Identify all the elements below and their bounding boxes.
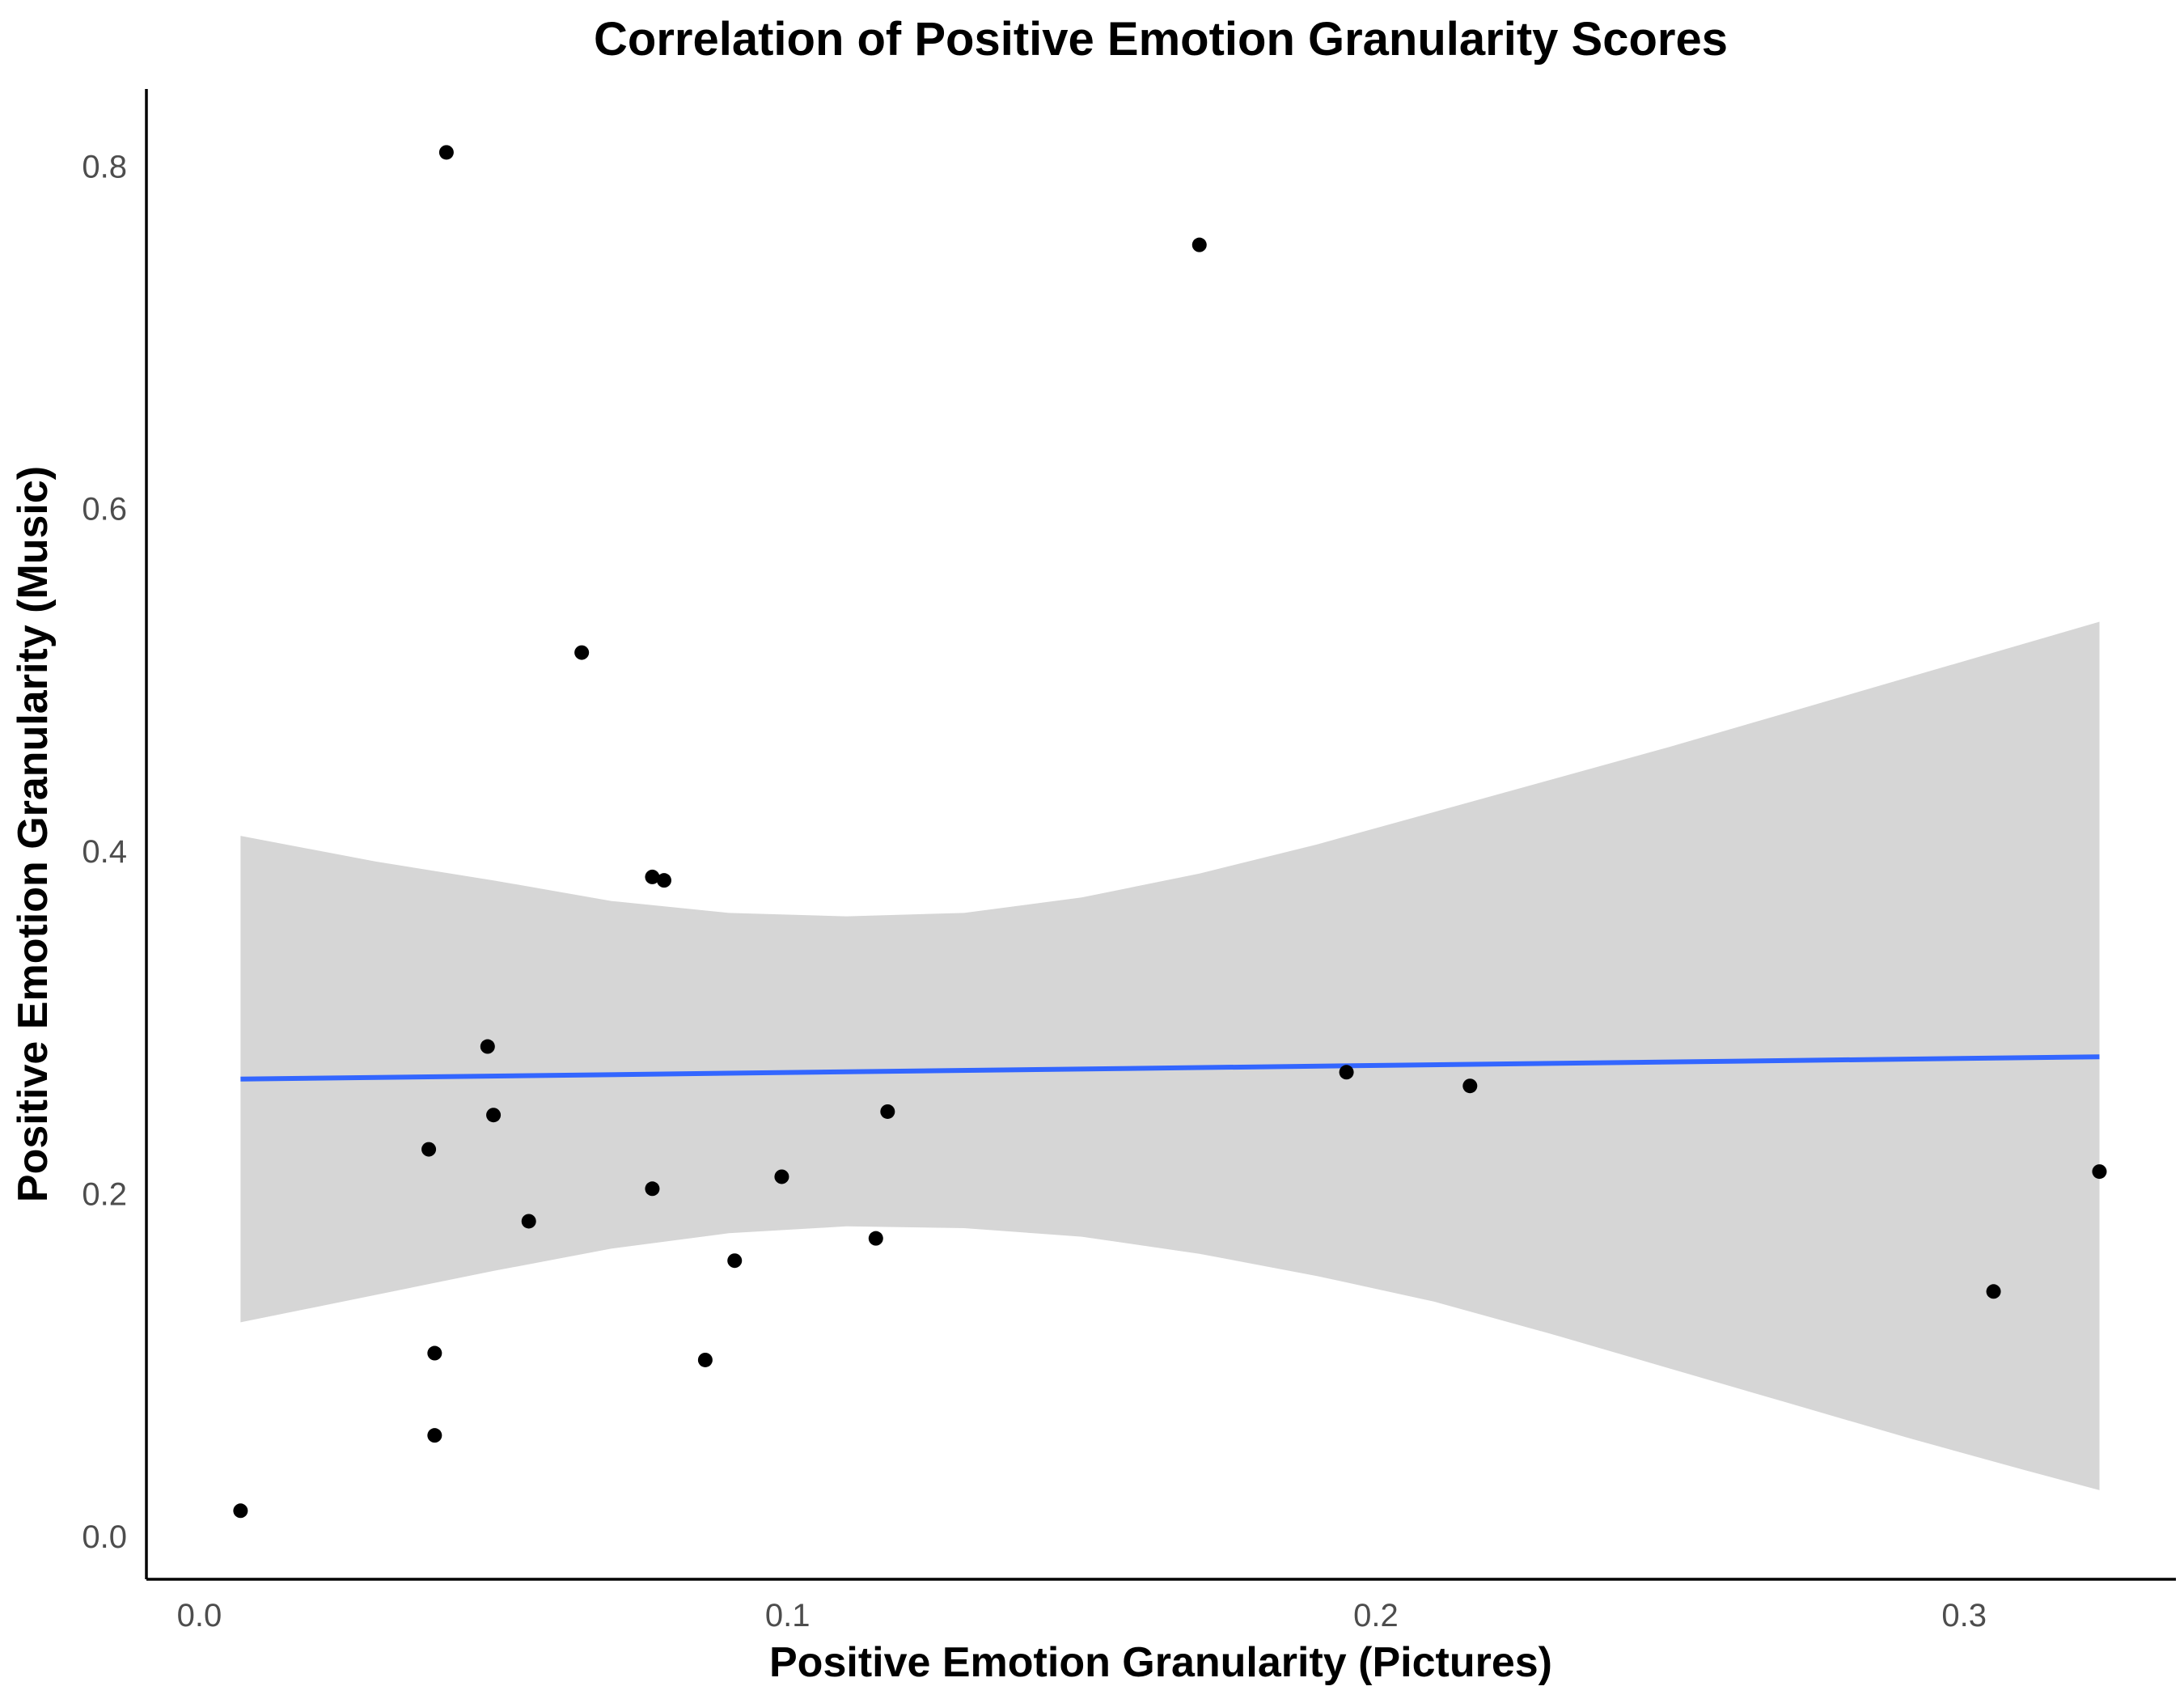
y-tick-label: 0.0 <box>82 1519 127 1555</box>
y-tick-label: 0.2 <box>82 1177 127 1213</box>
data-point <box>774 1169 789 1184</box>
data-point <box>421 1142 437 1157</box>
y-tick-label: 0.8 <box>82 149 127 184</box>
x-tick-label: 0.0 <box>177 1598 222 1633</box>
data-point <box>645 869 660 884</box>
data-point <box>2092 1164 2107 1180</box>
data-point <box>427 1345 442 1361</box>
data-point <box>486 1108 502 1123</box>
data-point <box>1339 1065 1354 1080</box>
y-tick-label: 0.4 <box>82 834 127 870</box>
y-axis-label: Positive Emotion Granularity (Music) <box>10 466 57 1202</box>
data-point <box>574 645 590 660</box>
data-point <box>438 145 454 160</box>
data-point <box>880 1104 895 1119</box>
plot-area <box>233 145 2107 1519</box>
x-axis-label: Positive Emotion Granularity (Pictures) <box>769 1639 1552 1686</box>
data-point <box>697 1352 713 1367</box>
data-point <box>1986 1284 2001 1299</box>
y-tick-label: 0.6 <box>82 492 127 527</box>
data-point <box>727 1253 743 1269</box>
data-point <box>480 1039 495 1054</box>
y-axis-ticks: 0.0 0.2 0.4 0.6 0.8 <box>82 149 127 1555</box>
chart-title: Correlation of Positive Emotion Granular… <box>594 13 1728 66</box>
data-point <box>427 1428 442 1443</box>
confidence-band <box>240 621 2100 1490</box>
data-point <box>1191 237 1207 252</box>
data-point <box>521 1214 536 1229</box>
data-point <box>868 1231 883 1246</box>
x-tick-label: 0.2 <box>1353 1598 1399 1633</box>
x-tick-label: 0.1 <box>765 1598 811 1633</box>
x-tick-label: 0.3 <box>1941 1598 1987 1633</box>
data-point <box>645 1181 660 1197</box>
data-point <box>233 1503 248 1519</box>
data-point <box>656 873 671 888</box>
x-axis-ticks: 0.0 0.1 0.2 0.3 <box>177 1598 1987 1633</box>
regression-line <box>240 1054 2100 1082</box>
data-point <box>1462 1078 1478 1094</box>
